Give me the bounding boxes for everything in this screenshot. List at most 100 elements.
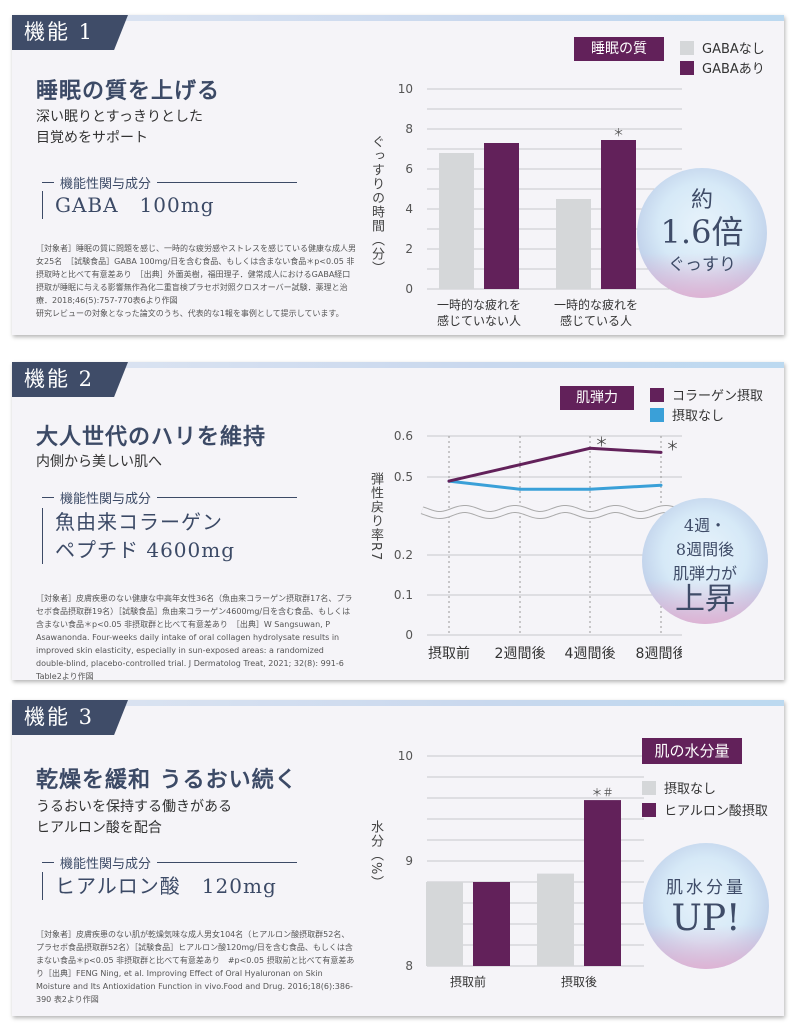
section-title: 乾燥を緩和 うるおい続く (36, 768, 298, 793)
ingredient-box: GABA 100mg (42, 191, 215, 219)
bar (584, 800, 621, 966)
function-tab: 機能 3 (12, 700, 128, 735)
series-line (448, 446, 662, 483)
data-point (588, 487, 592, 491)
x-tick-label: 摂取後 (561, 974, 597, 989)
study-note: ［対象者］皮膚疾患のない肌が乾燥気味な成人男女104名（ヒアルロン酸摂取群52名… (36, 930, 355, 1004)
y-tick-label: 2 (405, 242, 413, 256)
legend-label: コラーゲン摂取 (672, 389, 764, 404)
bar (439, 153, 474, 289)
data-point (518, 463, 522, 467)
subtitle-line: 目覚めをサポート (36, 130, 148, 146)
header-stripe (12, 700, 784, 706)
subtitle-line: うるおいを保持する働きがある (36, 799, 232, 815)
section-subtitle: うるおいを保持する働きがある ヒアルロン酸を配合 (36, 797, 232, 839)
significance-mark: ＊ (613, 126, 624, 139)
moisture-bar-chart: 8 9 10 摂取前 ＊＃ 摂取後 (398, 749, 644, 989)
y-tick-label: 0.2 (394, 548, 413, 562)
y-tick-label: 8 (405, 122, 413, 136)
ingredient-label-text: 機能性関与成分 (60, 177, 152, 192)
ingredient-label: 機能性関与成分 (42, 488, 297, 507)
x-tick-label: 感じている人 (560, 313, 632, 328)
function-card-2: 機能 2 大人世代のハリを維持 内側から美しい肌へ 機能性関与成分 魚由来コラー… (12, 362, 784, 681)
subtitle-line: 内側から美しい肌へ (36, 454, 162, 470)
legend-title: 肌の水分量 (642, 738, 742, 764)
legend-item: GABAあり (680, 58, 765, 77)
y-tick-label: 9 (405, 854, 413, 868)
data-point (659, 483, 663, 487)
badge-text: 肌水分量 (666, 878, 746, 898)
legend-swatch (680, 40, 694, 55)
ingredient-label-text: 機能性関与成分 (60, 492, 152, 507)
ingredient-box: 魚由来コラーゲン ペプチド 4600mg (42, 508, 235, 564)
data-point (659, 450, 663, 454)
y-tick-label: 0 (405, 282, 413, 296)
function-card-1: 機能 1 睡眠の質を上げる 深い眠りとすっきりとした 目覚めをサポート 機能性関与… (12, 15, 784, 335)
legend-item: GABAなし (680, 38, 765, 57)
legend-title: 睡眠の質 (574, 37, 664, 61)
elasticity-line-chart: 0 0.1 0.2 0.5 0.6 ＊ ＊ 摂取前 2週間後 4週間後 8週間後 (394, 429, 682, 662)
y-tick-label: 10 (398, 82, 413, 96)
function-card-3: 機能 3 乾燥を緩和 うるおい続く うるおいを保持する働きがある ヒアルロン酸を配… (12, 700, 784, 1016)
data-point (518, 487, 522, 491)
y-axis-label: 弾性戻り率R7 (368, 472, 383, 562)
badge-text: 4週・ (683, 516, 727, 535)
x-tick-label: 8週間後 (636, 646, 682, 662)
badge-text: 約 (690, 188, 713, 213)
legend-swatch (650, 407, 664, 422)
ingredient-value: ヒアルロン酸 120mg (55, 874, 277, 898)
significance-mark: ＊ (666, 439, 679, 454)
header-stripe (12, 15, 784, 21)
legend-label: 摂取なし (672, 409, 725, 424)
x-tick-label: 一時的な疲れを (437, 297, 521, 312)
x-tick-label: 2週間後 (495, 646, 546, 662)
data-point (447, 479, 451, 483)
ingredient-label-text: 機能性関与成分 (60, 857, 152, 872)
y-tick-label: 10 (398, 749, 413, 763)
y-tick-label: 0 (405, 628, 413, 642)
data-point (588, 446, 592, 450)
legend-label: GABAあり (702, 62, 765, 77)
significance-mark: ＊ (595, 435, 608, 450)
bar (484, 143, 519, 289)
y-axis-label: 水分（%） (368, 820, 383, 890)
bar (426, 882, 463, 966)
bar (537, 873, 574, 966)
legend-label: GABAなし (702, 42, 765, 57)
x-tick-label: 摂取前 (450, 974, 486, 989)
function-tab: 機能 1 (12, 15, 128, 50)
section-title: 大人世代のハリを維持 (36, 425, 267, 450)
bar (601, 140, 636, 289)
x-tick-label: 一時的な疲れを (554, 297, 638, 312)
y-tick-label: 0.1 (394, 588, 413, 602)
x-tick-label: 4週間後 (565, 646, 616, 662)
legend-item: ヒアルロン酸摂取 (642, 800, 768, 819)
bar (556, 199, 591, 289)
study-note: ［対象者］睡眠の質に問題を感じ、一時的な疲労感やストレスを感じている健康な成人男… (36, 244, 356, 318)
legend-swatch (650, 387, 664, 402)
section-title: 睡眠の質を上げる (36, 79, 221, 104)
legend-swatch (642, 780, 656, 795)
header-stripe (12, 362, 784, 368)
subtitle-line: 深い眠りとすっきりとした (36, 109, 204, 125)
legend-item: 摂取なし (650, 405, 724, 424)
badge-text: 1.6倍 (660, 213, 744, 251)
badge-text: 肌弾力が (672, 564, 737, 583)
ingredient-value: 魚由来コラーゲン (55, 510, 223, 534)
series-line (448, 479, 662, 491)
legend-label: 摂取なし (664, 782, 717, 797)
y-tick-label: 4 (405, 202, 413, 216)
badge-circle: 約 1.6倍 ぐっすり (637, 168, 767, 298)
y-tick-label: 6 (405, 162, 413, 176)
badge-circle: 肌水分量 UP! (643, 843, 769, 969)
legend-swatch (642, 802, 656, 817)
x-tick-label: 摂取前 (428, 645, 470, 662)
y-axis-label: ぐっすりの時間（分） (369, 135, 384, 275)
badge-text: 8週間後 (675, 540, 735, 559)
significance-mark: ＊＃ (592, 786, 614, 799)
legend-title: 肌弾力 (560, 386, 634, 410)
section-subtitle: 深い眠りとすっきりとした 目覚めをサポート (36, 107, 203, 149)
ingredient-label: 機能性関与成分 (42, 173, 297, 192)
legend-swatch (680, 60, 694, 75)
